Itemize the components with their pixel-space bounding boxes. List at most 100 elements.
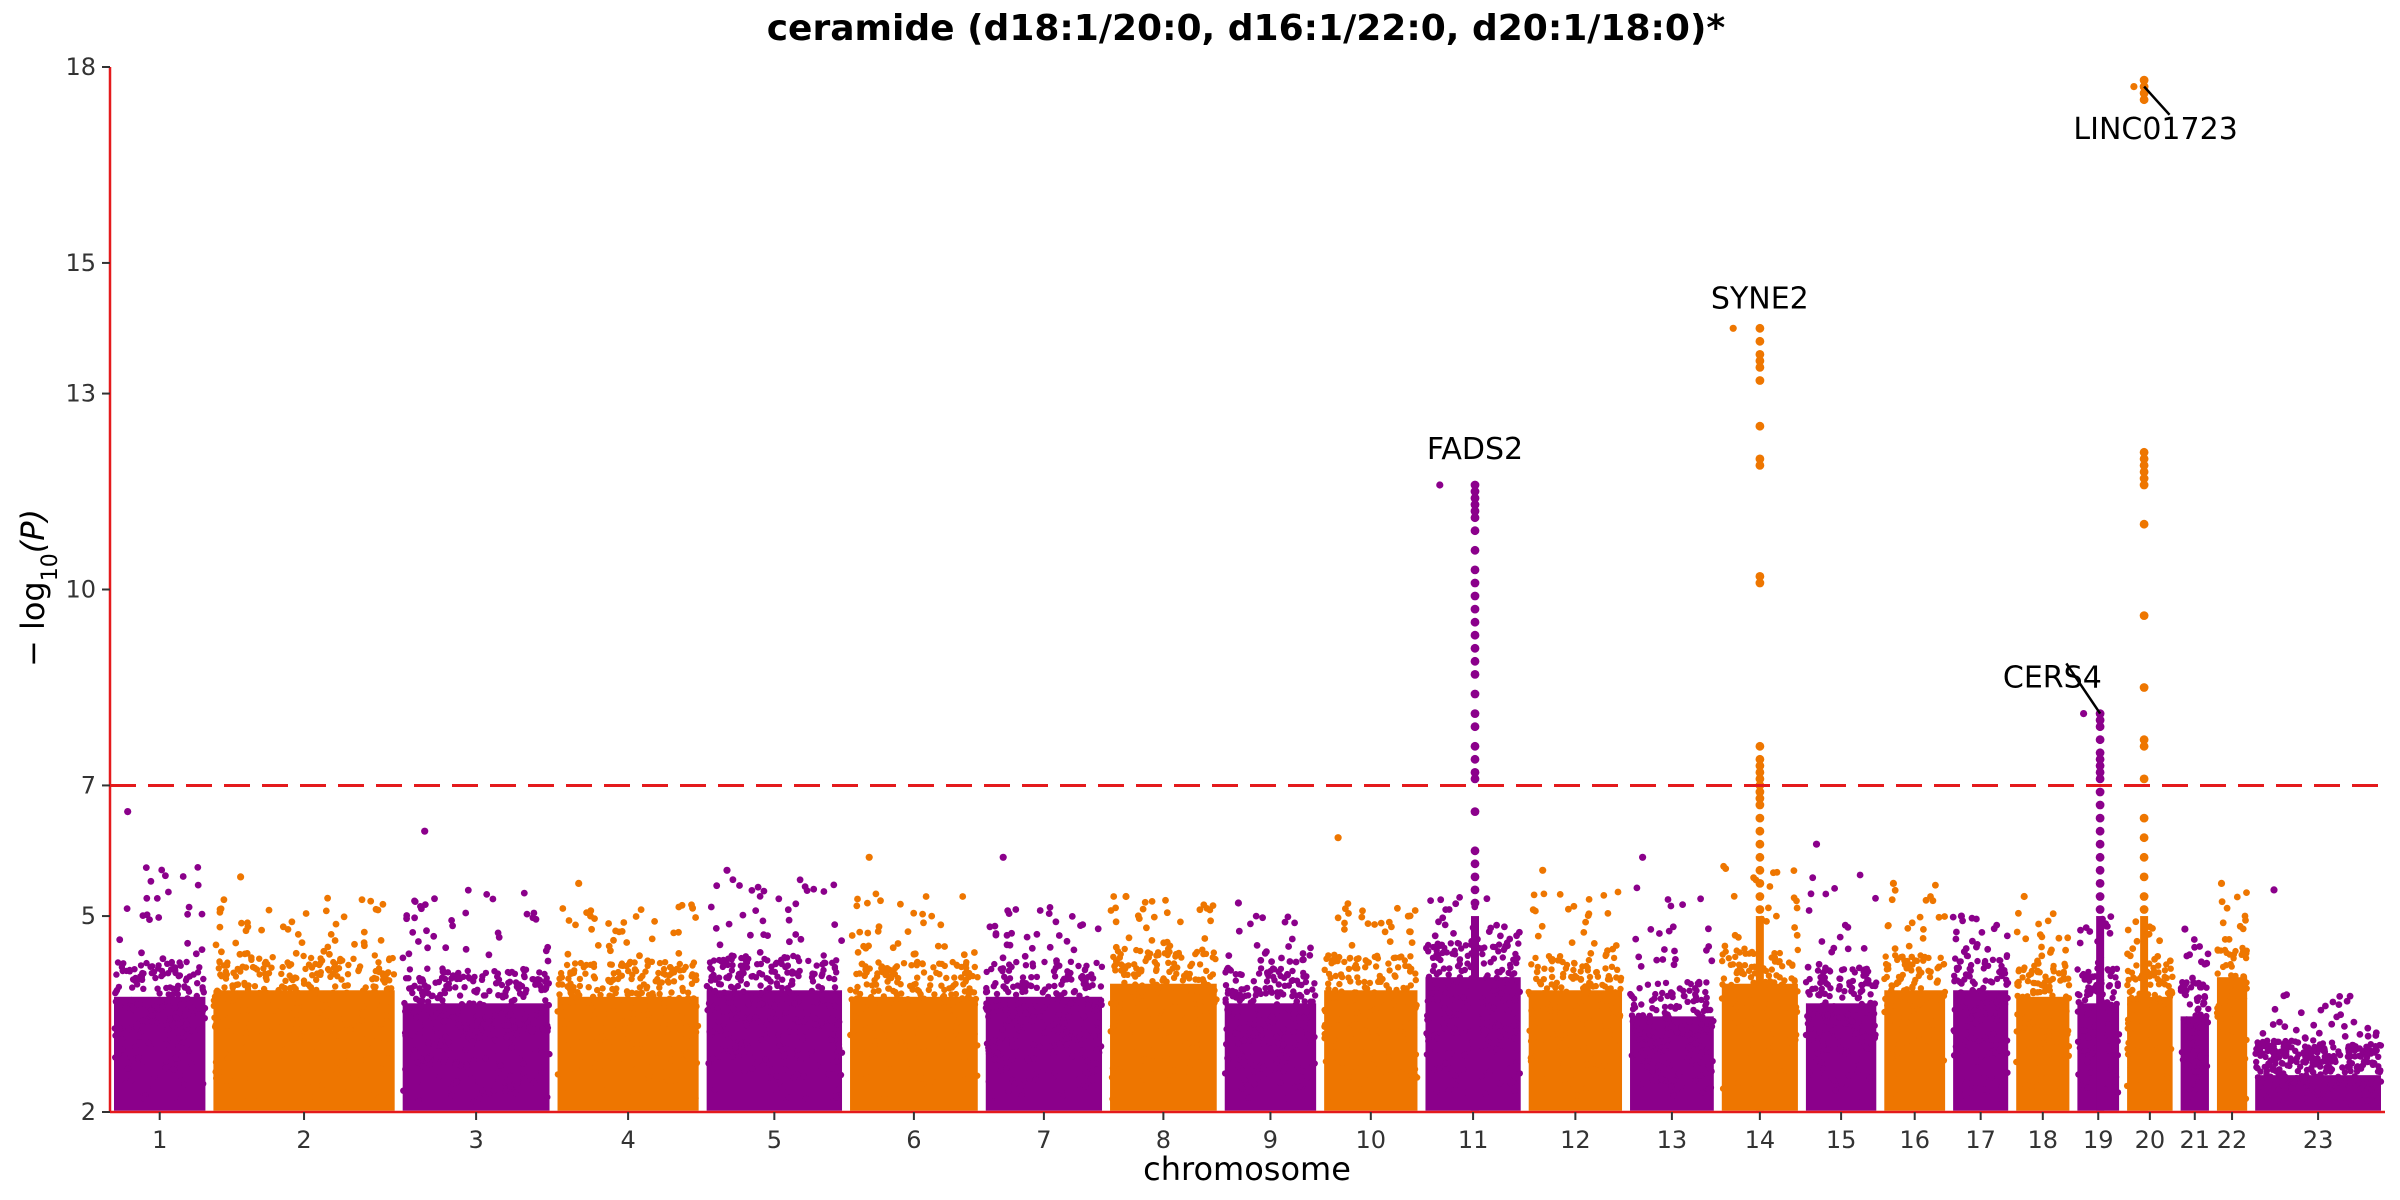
chromosome-4-point (693, 1059, 701, 1067)
chromosome-6-point (887, 999, 894, 1006)
chromosome-22-point (2223, 992, 2230, 999)
chromosome-2-point (241, 1054, 249, 1062)
chromosome-11-point (1514, 977, 1521, 985)
chromosome-4-point (594, 986, 601, 994)
chromosome-14-point (1768, 1031, 1775, 1038)
chromosome-12-point (1587, 950, 1595, 957)
chromosome-3-point (520, 1060, 527, 1068)
chromosome-1-point (172, 1014, 180, 1021)
chromosome-18-point (2065, 975, 2072, 982)
chromosome-13-point (1692, 1077, 1699, 1085)
chromosome-4-point (670, 1003, 678, 1010)
chromosome-4-point (651, 918, 658, 925)
chromosome-13-point (1703, 979, 1710, 986)
chromosome-19-point (2110, 989, 2117, 996)
chromosome-22-point (2239, 1061, 2246, 1069)
chromosome-8-point (1197, 1012, 1204, 1019)
chromosome-9-point (1257, 956, 1265, 964)
chromosome-7-point (1002, 1006, 1009, 1014)
chromosome-5-point (782, 1009, 790, 1016)
chromosome-13-point (1670, 1092, 1678, 1099)
chromosome-12-point (1533, 975, 1540, 982)
chromosome-4-point (567, 986, 574, 993)
chromosome-9-point (1307, 944, 1314, 952)
chromosome-11-point (1458, 945, 1465, 952)
chromosome-7-points (982, 853, 1106, 1111)
chromosome-11-point (1423, 1051, 1431, 1058)
chromosome-17-point (2003, 1069, 2011, 1077)
chromosome-4-point (634, 1091, 641, 1099)
chromosome-19-point (2084, 1059, 2091, 1066)
chromosome-2-point (267, 1028, 274, 1036)
chromosome-17-point (1955, 964, 1963, 971)
chromosome-3-point (444, 983, 451, 990)
chromosome-1-point (129, 1056, 136, 1064)
chromosome-21-point (2203, 984, 2210, 991)
chromosome-4-point (645, 1035, 652, 1042)
chromosome-5-point (825, 1070, 832, 1078)
chromosome-12-point (1612, 989, 1619, 996)
chromosome-9-point (1294, 1023, 1301, 1030)
chromosome-22-point (2239, 948, 2247, 955)
chromosome-11-point (1424, 1012, 1431, 1019)
chromosome-3-point (495, 933, 503, 941)
chromosome-13-point (1664, 896, 1672, 903)
chromosome-16-point (1919, 935, 1927, 942)
chromosome-23-point (2351, 1073, 2358, 1080)
chromosome-2-point (231, 994, 238, 1002)
chromosome-15-point (1828, 948, 1836, 956)
chromosome-6-point (951, 974, 958, 981)
chromosome-8-point (1196, 906, 1204, 914)
chromosome-10-point (1385, 1023, 1393, 1030)
chromosome-9-point (1262, 985, 1269, 992)
chromosome-2-point (371, 952, 378, 959)
chromosome-10-point (1341, 926, 1348, 933)
chromosome-3-point (425, 1040, 432, 1047)
chromosome-19-point (2112, 1073, 2120, 1081)
chromosome-16-point (1903, 1019, 1911, 1026)
chromosome-9-point (1298, 981, 1305, 989)
chromosome-1-point (194, 969, 202, 976)
chromosome-10-point (1394, 904, 1401, 912)
chromosome-2-point (268, 1022, 275, 1030)
chromosome-4-point (637, 975, 644, 982)
chromosome-6-point (870, 988, 877, 995)
chromosome-14-point (1731, 996, 1739, 1004)
chromosome-15-point (1822, 964, 1829, 972)
chromosome-9-point (1251, 1038, 1258, 1045)
chromosome-10-point (1412, 1073, 1419, 1080)
chromosome-11-point (1512, 997, 1519, 1004)
chromosome-14-point (1727, 961, 1735, 968)
chromosome-13-point (1675, 1070, 1682, 1077)
chromosome-8-point (1199, 993, 1206, 1000)
chromosome-4-point (615, 968, 622, 976)
chromosome-3-point (436, 1073, 443, 1081)
chromosome-11-point (1460, 1066, 1467, 1073)
chromosome-21-point (2197, 1011, 2204, 1018)
chromosome-3-point (546, 1050, 553, 1058)
chromosome-15-point (1872, 894, 1879, 902)
chromosome-8-point (1168, 1056, 1175, 1063)
chromosome-9-point (1299, 950, 1307, 957)
chromosome-2-point (258, 926, 265, 934)
chromosome-12-point (1595, 995, 1603, 1002)
chromosome-3-point (448, 1008, 455, 1015)
chromosome-16-point (1886, 1018, 1893, 1025)
chromosome-23-point (2339, 1064, 2346, 1071)
chromosome-9-point (1255, 970, 1263, 977)
chromosome-3-point (424, 944, 431, 952)
chromosome-17-point (1984, 945, 1992, 953)
chromosome-4-point (577, 959, 584, 967)
chromosome-2-point (290, 995, 297, 1002)
chromosome-13-point (1673, 1002, 1680, 1010)
chromosome-14-point (1725, 955, 1733, 962)
chromosome-15-point (1853, 1096, 1860, 1104)
chromosome-9-point (1234, 1013, 1242, 1020)
chromosome-10-point (1392, 954, 1399, 961)
chromosome-6-point (934, 942, 942, 950)
chromosome-3-point (507, 1010, 514, 1018)
chromosome-5-point (800, 1018, 808, 1025)
chromosome-18-point (2032, 1052, 2039, 1060)
chromosome-8-point (1149, 1065, 1156, 1072)
chromosome-18-point (2063, 1007, 2070, 1015)
